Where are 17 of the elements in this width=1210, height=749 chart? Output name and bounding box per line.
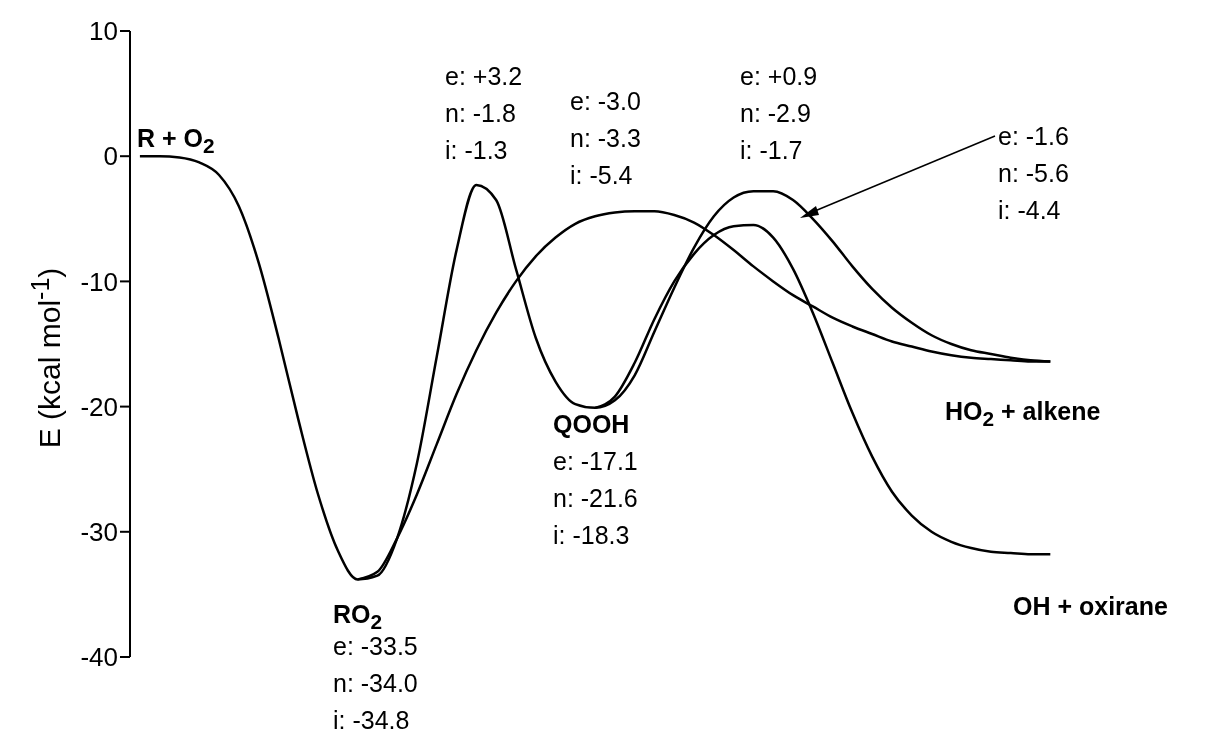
annotation: OH + oxirane bbox=[1013, 591, 1168, 622]
annotation: R + O$_{2}$ bbox=[137, 123, 215, 159]
annotation: e: -1.6 n: -5.6 i: -4.4 bbox=[998, 121, 1069, 226]
y-tick-label: -20 bbox=[80, 391, 118, 422]
y-tick-label: 10 bbox=[89, 16, 118, 47]
y-tick-label: -10 bbox=[80, 266, 118, 297]
annotation: e: -33.5 n: -34.0 i: -34.8 bbox=[333, 631, 418, 736]
annotation: RO$_{2}$ bbox=[333, 600, 383, 633]
y-tick-label: -30 bbox=[80, 517, 118, 548]
y-tick-label: 0 bbox=[103, 141, 118, 172]
annotation: e: +3.2 n: -1.8 i: -1.3 bbox=[445, 61, 523, 166]
annotation: e: +0.9 n: -2.9 i: -1.7 bbox=[740, 61, 818, 166]
annotation: e: -17.1 n: -21.6 i: -18.3 bbox=[553, 446, 638, 551]
annotation: HO$_{2}$ + alkene bbox=[945, 396, 1101, 432]
y-tick-label: -40 bbox=[80, 642, 118, 673]
annotation: QOOH bbox=[553, 409, 630, 440]
annotation: e: -3.0 n: -3.3 i: -5.4 bbox=[570, 86, 641, 191]
